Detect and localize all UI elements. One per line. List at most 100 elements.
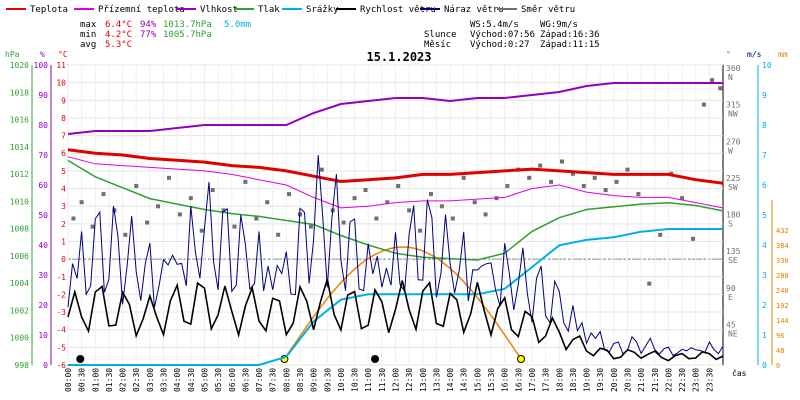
stats-sun-label: Slunce [424,30,457,40]
wind-direction-point [505,183,510,188]
pressure-tick-label: 1016 [10,116,29,125]
wind-tick-label: 9 [762,91,767,100]
time-tick-label: 23:00 [692,368,701,392]
stats-max-press: 1013.7hPa [163,20,212,30]
humidity-tick-label: 90 [38,91,48,100]
humidity-tick-label: 60 [38,181,48,190]
temp-tick-label: 9 [61,96,66,105]
pressure-tick-label: 998 [15,361,30,370]
temp-tick-label: 6 [61,149,66,158]
temp-tick-label: -4 [56,326,66,335]
temp-tick-label: -6 [56,361,66,370]
sun-arc [283,246,522,360]
time-tick-label: 08:30 [296,368,305,392]
wind-direction-point [636,192,641,197]
stats-max-hum: 94% [140,20,157,30]
direction-tick-name: N [728,73,733,82]
time-tick-label: 00:30 [78,368,87,392]
direction-tick-name: E [728,293,733,302]
time-tick-label: 20:00 [610,368,619,392]
pressure-tick-label: 1018 [10,88,29,97]
wind-direction-point [210,188,215,193]
time-tick-label: 21:30 [651,368,660,392]
time-tick-label: 06:30 [241,368,250,392]
time-tick-label: 16:00 [501,368,510,392]
direction-tick-label: 45 [726,320,736,329]
temp-tick-label: 3 [61,202,66,211]
time-tick-label: 10:00 [337,368,346,392]
unit-deg: ° [726,50,731,59]
stats-sun-rise: Východ:07:56 [470,30,535,40]
legend-label: Tlak [258,5,280,15]
wind-direction-point [658,232,663,237]
direction-tick-label: 135 [726,247,741,256]
wind-direction-point [385,200,390,205]
temperature-line [67,148,724,185]
stats-min-label: min [80,30,96,40]
time-tick-label: 09:00 [310,368,319,392]
wind-tick-label: 3 [762,271,767,280]
stats-moon-rise: Východ:0:27 [470,40,530,50]
direction-tick-label: 180 [726,211,741,220]
wind-direction-point [232,224,237,229]
time-tick-label: 03:30 [160,368,169,392]
wind-direction-point [352,196,357,201]
temp-tick-label: -5 [56,343,66,352]
humidity-tick-label: 10 [38,331,48,340]
wind-direction-point [592,175,597,180]
direction-tick-label: 360 [726,64,741,73]
ground-temperature-line [67,156,724,209]
pressure-tick-label: 1008 [10,225,29,234]
time-tick-label: 02:00 [119,368,128,392]
temp-tick-label: 1 [61,237,66,246]
stats-max-temp: 6.4°C [105,20,132,30]
direction-tick-label: 270 [726,137,741,146]
direction-tick-name: SE [728,256,738,265]
pressure-tick-label: 1004 [10,279,29,288]
time-tick-label: 17:30 [542,368,551,392]
time-tick-label: 23:30 [705,368,714,392]
wind-direction-point [145,220,150,225]
axis-unit-headers: hPa % °C ° m/s mm čas [5,50,788,378]
time-tick-label: 19:30 [596,368,605,392]
rain-tick-label: 384 [776,242,789,250]
legend-label: Přízemní teplota [98,5,185,15]
time-tick-label: 12:00 [392,368,401,392]
wind-direction-point [166,175,171,180]
time-tick-label: 17:00 [528,368,537,392]
stats-max-rain: 5.0mm [224,20,251,30]
wind-direction-point [156,204,161,209]
unit-degc: °C [58,50,68,59]
unit-mm: mm [778,50,788,59]
temp-tick-label: 0 [61,255,66,264]
temp-tick-label: -3 [56,308,66,317]
time-tick-label: 00:00 [64,368,73,392]
direction-tick-name: NW [728,110,738,119]
time-tick-label: 13:30 [432,368,441,392]
humidity-tick-label: 70 [38,151,48,160]
pressure-line [67,159,724,261]
sunset-marker [517,355,526,363]
wind-tick-label: 4 [762,241,767,250]
direction-tick-name: S [728,220,733,229]
unit-hpa: hPa [5,50,20,59]
rain-tick-label: 48 [776,347,784,355]
pressure-tick-label: 1000 [10,334,29,343]
wind-direction-point [319,167,324,172]
wind-direction-point [341,220,346,225]
time-tick-label: 10:30 [351,368,360,392]
wind-direction-point [79,200,84,205]
wind-direction-point [188,196,193,201]
stats-max-label: max [80,20,97,30]
stats-min-temp: 4.2°C [105,30,132,40]
time-tick-label: 07:30 [269,368,278,392]
wind-tick-label: 0 [762,361,767,370]
pressure-tick-label: 1006 [10,252,29,261]
stats-min-press: 1005.7hPa [163,30,212,40]
wind-direction-point [701,102,706,107]
time-tick-label: 06:00 [228,368,237,392]
pressure-tick-label: 1020 [10,61,29,70]
stats-min-hum: 77% [140,30,157,40]
